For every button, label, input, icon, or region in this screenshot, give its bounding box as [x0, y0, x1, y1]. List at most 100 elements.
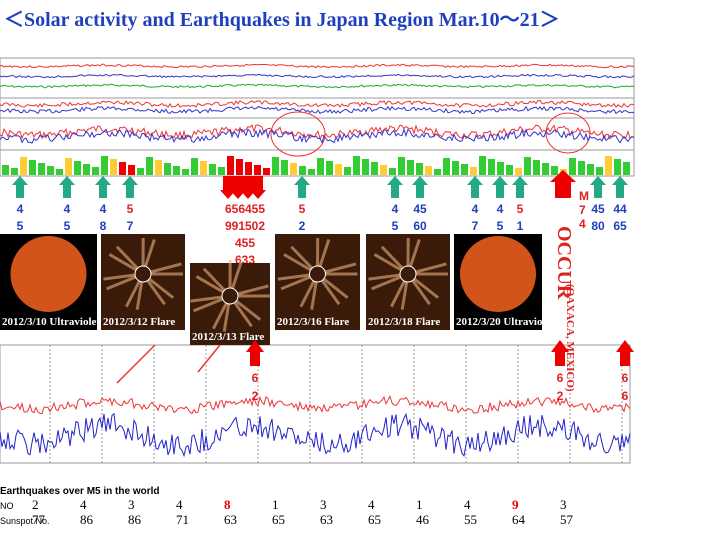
big-arrow: [550, 170, 576, 198]
sun: [10, 236, 87, 312]
magnitude: 44: [613, 202, 627, 216]
chart-frame: [0, 344, 631, 464]
magnitude: 4: [64, 202, 71, 216]
image-label: 2012/3/18 Flare: [368, 316, 440, 328]
kp-bar: [407, 160, 414, 175]
kp-bar: [137, 168, 144, 175]
kp-bar: [479, 156, 486, 175]
kp-bar: [515, 168, 522, 175]
magnitude: 4: [392, 202, 399, 216]
kp-bar: [209, 164, 216, 175]
kp-bar: [335, 164, 342, 175]
magnitude: 80: [591, 219, 605, 233]
kp-bar: [281, 160, 288, 175]
cell: 3: [128, 497, 135, 512]
arrow: [12, 176, 28, 198]
arrow: [122, 176, 138, 198]
kp-bar: [164, 163, 171, 175]
trace: [0, 63, 635, 69]
arrow: [551, 340, 569, 366]
kp-bar: [47, 166, 54, 175]
kp-bar: [488, 159, 495, 175]
kp-bar: [227, 156, 234, 175]
kp-bar: [542, 163, 549, 175]
magnitude: 7: [472, 219, 479, 233]
kp-bar: [236, 159, 243, 175]
occulter: [309, 265, 326, 283]
cell: 63: [224, 512, 237, 527]
magnitude: 991502: [225, 219, 265, 233]
kp-bar: [308, 169, 315, 175]
kp-bar: [605, 156, 612, 175]
kp-bar: [29, 160, 36, 175]
magnitude: M: [579, 189, 589, 203]
place: (OAXACA, MEXICO): [564, 284, 576, 392]
trace: [0, 127, 635, 144]
cell: 65: [368, 512, 381, 527]
kp-bar: [389, 168, 396, 175]
magnitude: 4: [17, 202, 24, 216]
cell: 4: [464, 497, 471, 512]
occur: OCCUR: [553, 226, 575, 300]
kp-bar: [56, 169, 63, 175]
cell: 63: [320, 512, 333, 527]
cell: 3: [560, 497, 567, 512]
kp-bar: [173, 166, 180, 175]
magnitude: 65: [613, 219, 627, 233]
highlight-circle: [270, 111, 326, 157]
magnitude: 6: [557, 371, 564, 385]
magnitude: 2: [557, 389, 564, 403]
arrow: [230, 176, 246, 199]
magnitude: 656455: [225, 202, 265, 216]
magnitude: 7: [579, 203, 586, 217]
kp-bar: [344, 167, 351, 175]
arrow: [59, 176, 75, 198]
kp-bar: [155, 160, 162, 175]
kp-bar: [128, 165, 135, 175]
magnitude: 2: [252, 389, 259, 403]
pointer: [197, 344, 221, 373]
arrow: [612, 176, 628, 198]
kp-bar: [371, 162, 378, 175]
cell: 86: [80, 512, 94, 527]
image-label: 2012/3/20 Ultraviolet: [456, 316, 554, 328]
kp-bar: [470, 167, 477, 175]
kp-bar: [524, 157, 531, 175]
kp-bar: [83, 164, 90, 175]
magnitude: 45: [413, 202, 427, 216]
kp-bar: [200, 161, 207, 175]
magnitude: 5: [127, 202, 134, 216]
image-label: 2012/3/10 Ultraviolet: [2, 316, 100, 328]
kp-bar: [218, 167, 225, 175]
cell: 77: [32, 512, 46, 527]
magnitude: 2: [299, 219, 306, 233]
magnitude: 60: [413, 219, 427, 233]
magnitude: 5: [64, 219, 71, 233]
magnitude: 8: [100, 219, 107, 233]
cell: 4: [368, 497, 375, 512]
kp-bar: [614, 159, 621, 175]
kp-bar: [443, 158, 450, 175]
arrow: [294, 176, 310, 198]
cell: 65: [272, 512, 285, 527]
title: ＜Solar activity and Earthquakes in Japan…: [4, 9, 560, 31]
arrow: [467, 176, 483, 198]
magnitude: 4: [472, 202, 479, 216]
kp-bar: [326, 161, 333, 175]
kp-bar: [11, 168, 18, 175]
cell: 1: [416, 497, 423, 512]
kp-bar: [110, 159, 117, 175]
kp-bar: [2, 165, 9, 175]
kp-bar: [92, 167, 99, 175]
image-label: 2012/3/13 Flare: [192, 331, 264, 343]
occulter: [134, 265, 152, 283]
arrow: [220, 176, 236, 199]
image-label: 2012/3/16 Flare: [277, 316, 349, 328]
kp-bar: [38, 163, 45, 175]
kp-bar: [272, 157, 279, 175]
kp-bar: [578, 161, 585, 175]
xray-chart: [0, 344, 631, 464]
cell: 2: [32, 497, 39, 512]
arrow: [616, 340, 634, 366]
